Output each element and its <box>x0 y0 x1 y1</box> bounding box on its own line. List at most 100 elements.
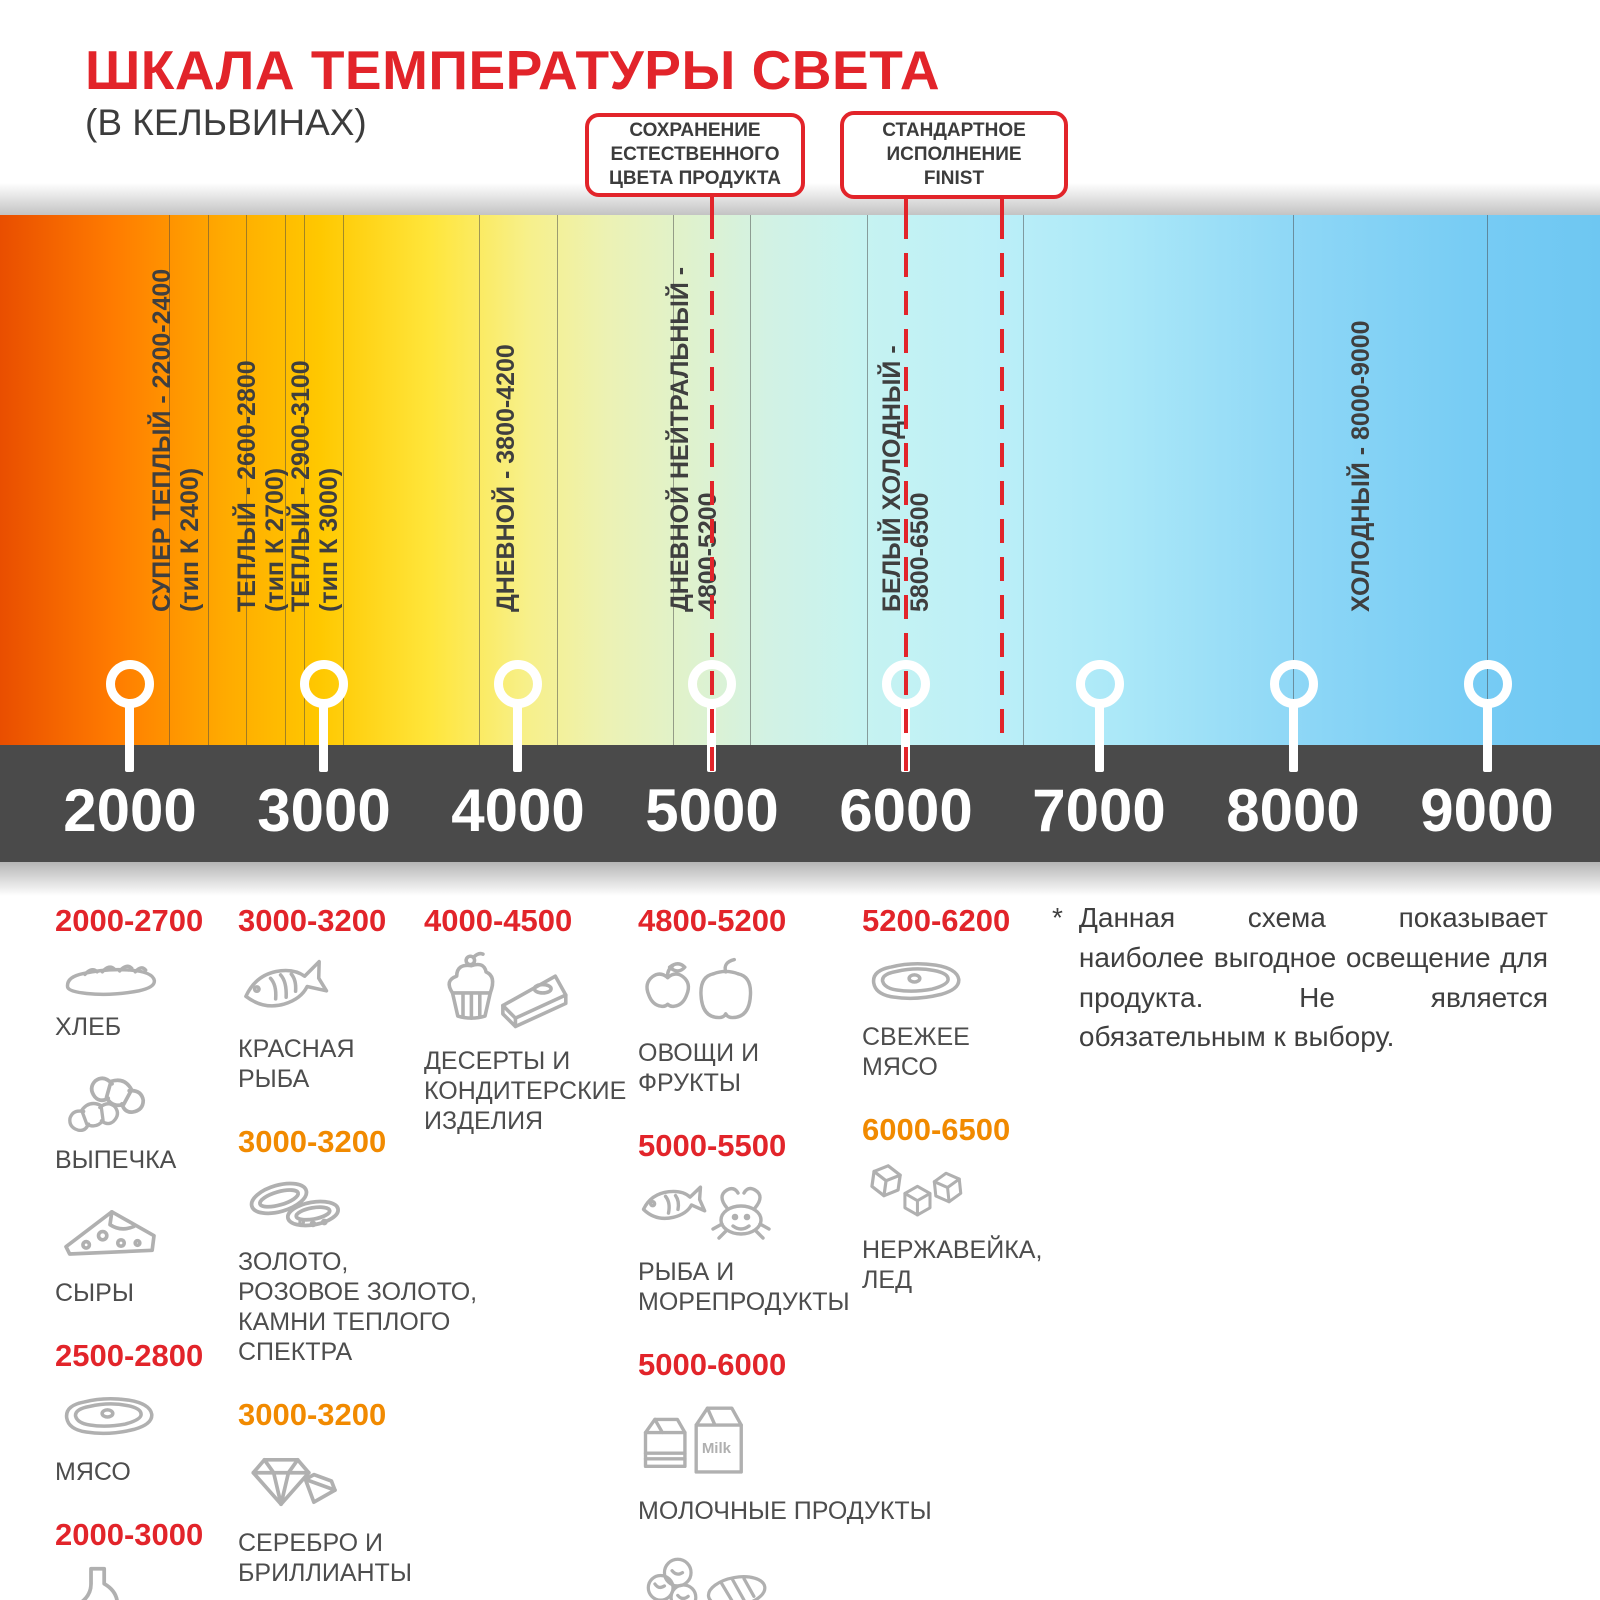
zone-boundary-line <box>557 215 558 745</box>
legend-item-meat: МЯСО <box>55 1386 240 1487</box>
tick-stem-9000 <box>1483 702 1492 772</box>
legend-item-silver-diamonds: СЕРЕБРО И БРИЛЛИАНТЫ <box>238 1445 453 1588</box>
page-subtitle: (В КЕЛЬВИНАХ) <box>85 102 367 143</box>
legend-item-produce: ОВОЩИ И ФРУКТЫ <box>638 951 928 1098</box>
axis-tick-label: 5000 <box>645 777 779 844</box>
zone-boundary-line <box>867 215 868 745</box>
zone-boundary-line <box>169 215 170 745</box>
steak-icon <box>862 951 1072 1018</box>
legend-column-1: 2000-2700 ХЛЕБ <box>55 893 240 1600</box>
desserts-icon <box>424 951 639 1042</box>
zone-label-line: ТЕПЛЫЙ - 2900-3100 <box>287 360 315 612</box>
pointer-line-6500k <box>1000 194 1004 215</box>
footnote: * Данная схема показывает наиболее выгод… <box>1052 898 1548 1057</box>
range-heading: 3000-3200 <box>238 903 387 938</box>
range-heading: 2000-2700 <box>55 903 204 938</box>
zone-label-cold: ХОЛОДНЫЙ - 8000-9000 <box>1347 320 1375 612</box>
range-heading: 5000-6000 <box>638 1347 787 1382</box>
callout-finist-standard: СТАНДАРТНОЕ ИСПОЛНЕНИЕ FINIST <box>840 111 1068 199</box>
range-heading: 2500-2800 <box>55 1338 204 1373</box>
legend-item-label: КРАСНАЯ РЫБА <box>238 1035 355 1093</box>
pointer-line-5000k <box>710 194 714 215</box>
footnote-text: Данная схема показывает наиболее выгодно… <box>1078 902 1548 1053</box>
tick-stem-3000 <box>319 702 328 772</box>
axis-tick-label: 7000 <box>1032 777 1166 844</box>
legend-item-label: ОВОЩИ И ФРУКТЫ <box>638 1039 760 1097</box>
legend-item-bread: ХЛЕБ <box>55 951 240 1042</box>
zone-label-line: (тип К 2700) <box>261 467 289 612</box>
zone-boundary-line <box>673 215 674 745</box>
zone-boundary-line <box>304 215 305 745</box>
bread-icon <box>55 951 240 1008</box>
legend-item-desserts: ДЕСЕРТЫ И КОНДИТЕРСКИЕ ИЗДЕЛИЯ <box>424 951 639 1136</box>
legend-item-label: ЗОЛОТО, РОЗОВОЕ ЗОЛОТО, КАМНИ ТЕПЛОГО СП… <box>238 1248 478 1366</box>
tick-marker-2000 <box>106 660 154 708</box>
legend-item-label: СВЕЖЕЕ МЯСО <box>862 1023 970 1081</box>
produce-icon <box>638 951 928 1034</box>
axis-tick-label: 4000 <box>451 777 585 844</box>
rings-icon <box>238 1172 453 1243</box>
zone-boundary-line <box>246 215 247 745</box>
legend-item-label: ДЕСЕРТЫ И КОНДИТЕРСКИЕ ИЗДЕЛИЯ <box>424 1047 627 1135</box>
legend-column-5: 5200-6200 СВЕЖЕЕ МЯСО 6000-6500 <box>862 893 1072 1315</box>
milk-carton-text: Milk <box>702 1440 732 1457</box>
legend-item-label: ВЫПЕЧКА <box>55 1146 177 1174</box>
cheese-icon <box>55 1195 240 1274</box>
croissant-icon <box>55 1062 240 1141</box>
zone-label-line: 4800-5200 <box>694 492 722 612</box>
tick-stem-7000 <box>1095 702 1104 772</box>
zone-boundary-line <box>208 215 209 745</box>
zone-label-line: СУПЕР ТЕПЛЫЙ - 2200-2400 <box>148 268 176 612</box>
diamonds-icon <box>238 1445 453 1524</box>
legend-item-seafood: РЫБА И МОРЕПРОДУКТЫ <box>638 1176 928 1317</box>
range-heading: 2000-3000 <box>55 1517 204 1552</box>
zone-label-warm-3000: ТЕПЛЫЙ - 2900-3100 (тип К 3000) <box>287 360 343 612</box>
fish-icon <box>238 951 453 1030</box>
tick-stem-8000 <box>1289 702 1298 772</box>
legend-item-alcohol: АКОГОЛЬ <box>55 1565 240 1600</box>
pointer-dash-6500k <box>1000 215 1004 745</box>
legend-item-dairy: Milk МОЛОЧНЫЕ ПРОДУКТЫ <box>638 1395 932 1526</box>
zone-label-line: ДНЕВНОЙ НЕЙТРАЛЬНЫЙ - <box>666 266 694 612</box>
callout-natural-color: СОХРАНЕНИЕ ЕСТЕСТВЕННОГО ЦВЕТА ПРОДУКТА <box>585 113 805 197</box>
legend-item-cheese: СЫРЫ <box>55 1195 240 1308</box>
legend-item-pastry: ВЫПЕЧКА <box>55 1062 240 1175</box>
kelvin-axis-bar <box>0 745 1600 862</box>
range-heading: 5000-5500 <box>638 1128 787 1163</box>
axis-tick-label: 9000 <box>1420 777 1554 844</box>
legend-item-frozen: ЗАМОРОЖЕННЫЕ ПОЛУФАБРИКАТЫ <box>638 1546 928 1600</box>
zone-boundary-line <box>1023 215 1024 745</box>
range-heading: 4000-4500 <box>424 903 573 938</box>
pointer-line-6000k <box>904 194 908 215</box>
legend-item-label: СЫРЫ <box>55 1279 134 1307</box>
legend-item-label: РЫБА И МОРЕПРОДУКТЫ <box>638 1258 850 1316</box>
legend-item-label: НЕРЖАВЕЙКА, ЛЕД <box>862 1236 1043 1294</box>
legend-column-4: 4800-5200 ОВОЩИ И ФРУКТЫ 5000-5500 <box>638 893 932 1600</box>
steak-icon <box>55 1386 240 1453</box>
pointer-dash-5000k <box>710 215 714 772</box>
zone-label-warm-2700: ТЕПЛЫЙ - 2600-2800 (тип К 2700) <box>233 360 289 612</box>
legend-item-label: МЯСО <box>55 1458 131 1486</box>
zone-label-line: БЕЛЫЙ ХОЛОДНЫЙ - <box>878 345 906 612</box>
tick-marker-9000 <box>1464 660 1512 708</box>
legend-item-gold: ЗОЛОТО, РОЗОВОЕ ЗОЛОТО, КАМНИ ТЕПЛОГО СП… <box>238 1172 477 1367</box>
legend-item-label: СЕРЕБРО И БРИЛЛИАНТЫ <box>238 1529 412 1587</box>
axis-tick-label: 3000 <box>257 777 391 844</box>
range-heading: 3000-3200 <box>238 1397 387 1432</box>
tick-marker-6000 <box>882 660 930 708</box>
zone-boundary-line <box>1293 215 1294 745</box>
bottom-shadow <box>0 862 1600 896</box>
axis-tick-label: 6000 <box>839 777 973 844</box>
frozen-icon <box>638 1546 928 1600</box>
tick-stem-2000 <box>125 702 134 772</box>
zone-label-daylight: ДНЕВНОЙ - 3800-4200 <box>492 344 520 612</box>
zone-boundary-line <box>1487 215 1488 745</box>
axis-tick-label: 2000 <box>63 777 197 844</box>
zone-label-line: (тип К 3000) <box>315 467 343 612</box>
legend-item-label: МОЛОЧНЫЕ ПРОДУКТЫ <box>638 1497 932 1525</box>
legend-item-label: ХЛЕБ <box>55 1013 122 1041</box>
tick-marker-7000 <box>1076 660 1124 708</box>
legend-item-red-fish: КРАСНАЯ РЫБА <box>238 951 453 1094</box>
alcohol-icon <box>55 1565 240 1600</box>
zone-label-line: 5800-6500 <box>906 492 934 612</box>
